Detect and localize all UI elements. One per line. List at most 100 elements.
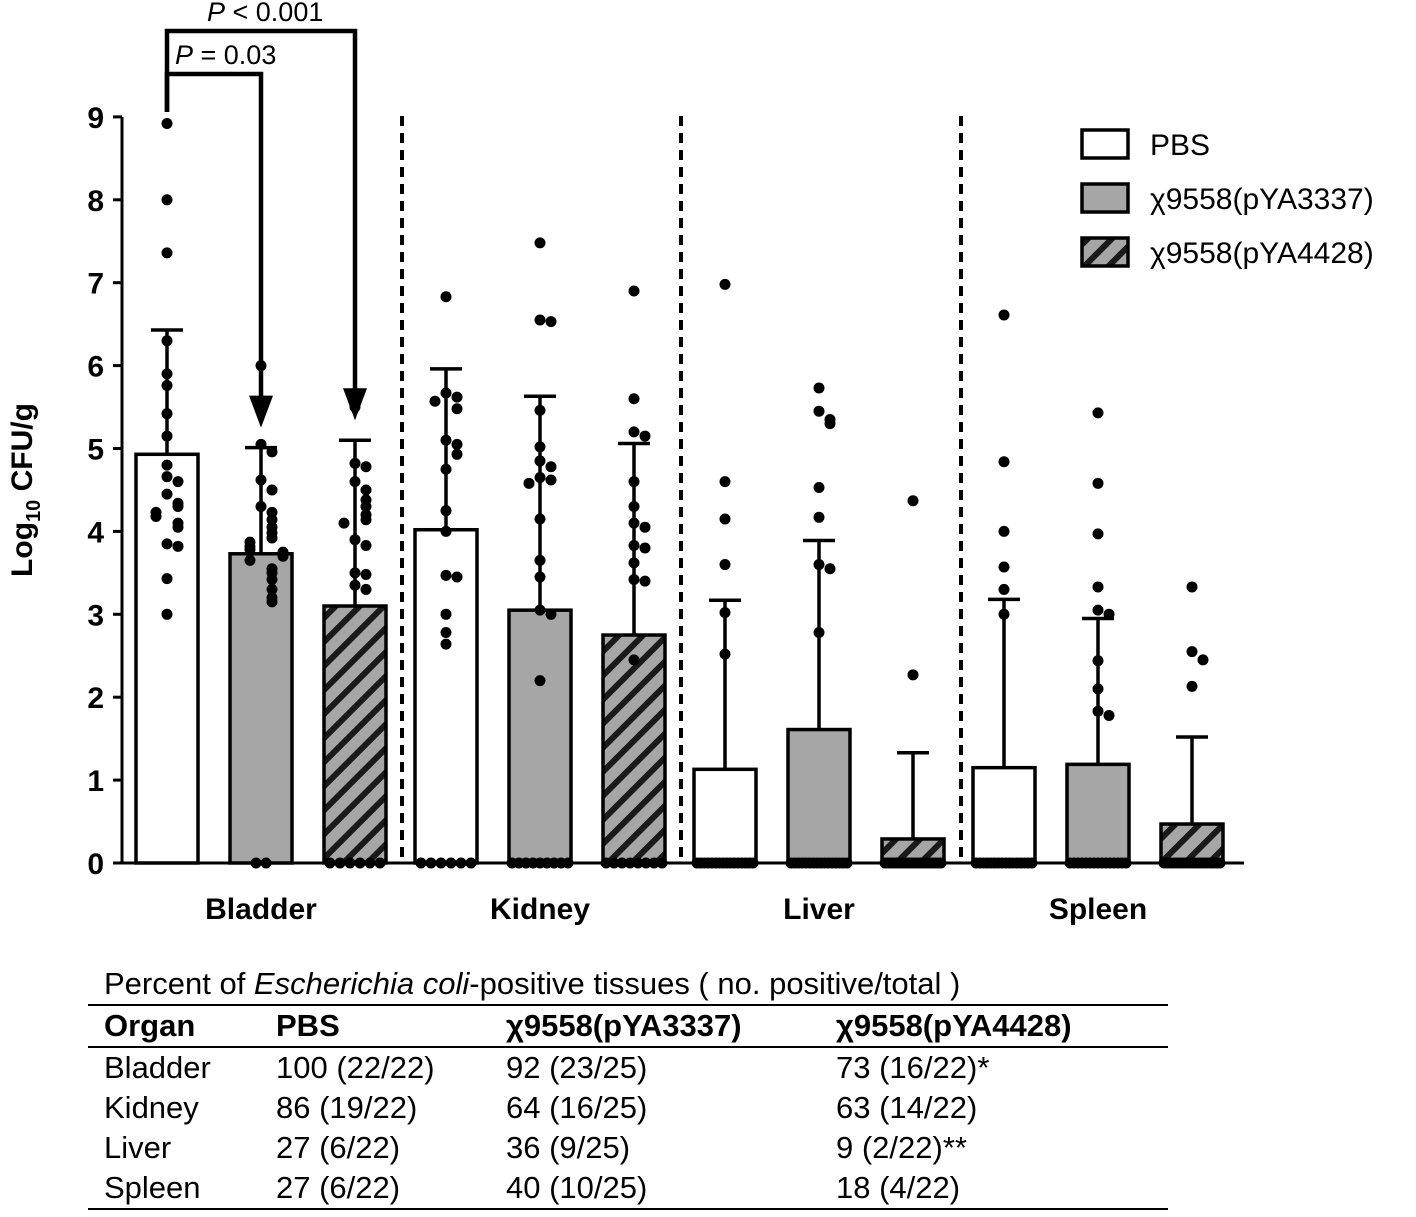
data-point <box>440 434 452 446</box>
data-point <box>719 513 731 525</box>
table-row: Bladder 100 (22/22) 92 (23/25) 73 (16/22… <box>88 1047 1168 1088</box>
data-point <box>719 559 731 571</box>
data-point <box>628 517 640 529</box>
data-point <box>349 457 361 469</box>
data-point <box>161 368 173 380</box>
table-cell: 64 (16/25) <box>506 1090 648 1125</box>
comparison-label-p: P <box>175 40 193 70</box>
data-point <box>360 484 372 496</box>
data-point <box>161 118 173 130</box>
data-point <box>360 539 372 551</box>
data-point <box>639 542 651 554</box>
table-cell: 18 (4/22) <box>836 1170 961 1205</box>
header-pbs: PBS <box>276 1008 340 1043</box>
bar <box>971 765 1037 865</box>
bar <box>601 633 667 865</box>
data-point <box>628 654 640 666</box>
data-point <box>255 501 267 513</box>
data-point <box>628 557 640 569</box>
data-point <box>534 513 546 525</box>
data-point <box>1092 705 1104 717</box>
table-cell: 63 (14/22) <box>836 1090 978 1125</box>
legend-swatch <box>1080 236 1130 268</box>
positivity-table-block: Percent of Escherichia coli-positive tis… <box>88 964 1168 1210</box>
data-point <box>998 561 1010 573</box>
bar <box>1065 762 1131 865</box>
data-point <box>639 430 651 442</box>
data-point <box>429 395 441 407</box>
data-point <box>824 563 836 575</box>
table-cell: 27 (6/22) <box>276 1170 401 1205</box>
data-point <box>161 379 173 391</box>
data-point <box>534 404 546 416</box>
comparison-label-p: P <box>207 0 225 27</box>
y-axis-title-main: Log <box>6 522 39 577</box>
data-point <box>440 525 452 537</box>
data-point <box>172 521 184 533</box>
table-cell: Liver <box>104 1130 172 1165</box>
data-point <box>813 511 825 523</box>
data-point <box>639 575 651 587</box>
legend-swatch <box>1080 182 1130 214</box>
data-point <box>628 501 640 513</box>
data-point <box>244 554 256 566</box>
data-point <box>545 608 557 620</box>
data-point <box>534 571 546 583</box>
bar <box>786 727 852 865</box>
x-axis-labels: Bladder Kidney Liver Spleen <box>205 893 1147 926</box>
table-row: Liver 27 (6/22) 36 (9/25) 9 (2/22)** <box>88 1128 1168 1168</box>
data-point <box>349 476 361 488</box>
data-point <box>907 495 919 507</box>
data-point <box>1092 683 1104 695</box>
table-cell: 36 (9/25) <box>506 1130 631 1165</box>
data-point <box>440 627 452 639</box>
data-point <box>161 538 173 550</box>
data-point <box>1092 407 1104 419</box>
data-point <box>534 554 546 566</box>
data-point <box>349 567 361 579</box>
data-point <box>1103 608 1115 620</box>
comparison-bracket <box>164 28 358 391</box>
data-point <box>440 463 452 475</box>
data-point <box>719 476 731 488</box>
data-point <box>813 627 825 639</box>
data-point <box>161 408 173 420</box>
table-header-row: Organ PBS χ9558(pYA3337) χ9558(pYA4428) <box>88 1005 1168 1047</box>
data-point <box>161 430 173 442</box>
data-point <box>440 638 452 650</box>
data-point <box>161 194 173 206</box>
data-point <box>628 539 640 551</box>
y-tick-label: 0 <box>87 848 104 881</box>
data-point <box>628 393 640 405</box>
comparison-arrowhead <box>343 388 367 421</box>
data-point <box>451 403 463 415</box>
bar <box>1159 822 1225 865</box>
data-point <box>639 521 651 533</box>
data-point <box>255 438 267 450</box>
data-point <box>349 534 361 546</box>
data-point <box>628 285 640 297</box>
comparison-bracket <box>164 71 264 398</box>
data-point <box>451 448 463 460</box>
data-point <box>998 456 1010 468</box>
x-category-label: Spleen <box>1049 893 1147 926</box>
data-point <box>1186 581 1198 593</box>
y-axis-title-sub: 10 <box>23 500 45 522</box>
data-point <box>161 459 173 471</box>
data-point <box>998 309 1010 321</box>
data-point <box>1092 655 1104 667</box>
y-tick-label: 7 <box>87 268 104 301</box>
data-point <box>998 525 1010 537</box>
comparison-label: P < 0.001 <box>207 0 323 27</box>
comparison-label-value: < 0.001 <box>225 0 323 27</box>
data-point <box>1092 604 1104 616</box>
bar <box>322 604 388 865</box>
data-point <box>360 569 372 581</box>
data-point <box>545 474 557 486</box>
table-cell: Bladder <box>104 1050 211 1085</box>
data-point <box>534 604 546 616</box>
data-point <box>161 471 173 483</box>
data-point <box>719 648 731 660</box>
legend-label: χ9558(pYA4428) <box>1150 237 1374 270</box>
legend-label: χ9558(pYA3337) <box>1150 183 1374 216</box>
